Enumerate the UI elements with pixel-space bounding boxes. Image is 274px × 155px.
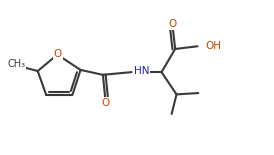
- Text: CH₃: CH₃: [7, 59, 26, 69]
- Text: HN: HN: [134, 66, 149, 76]
- Text: O: O: [169, 19, 177, 29]
- Text: O: O: [54, 49, 62, 59]
- Text: O: O: [101, 97, 109, 108]
- Text: OH: OH: [206, 41, 222, 51]
